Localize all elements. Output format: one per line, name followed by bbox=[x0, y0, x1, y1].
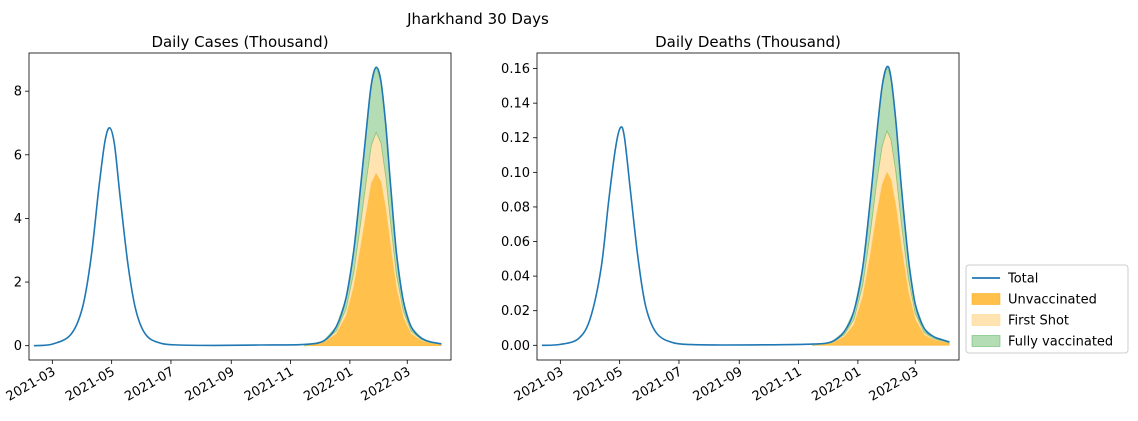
legend-label-unvaccinated: Unvaccinated bbox=[1008, 293, 1097, 308]
cases-xtick-label: 2021-09 bbox=[183, 364, 238, 404]
deaths-xtick-label: 2021-07 bbox=[630, 364, 685, 404]
deaths-ytick-label: 0.08 bbox=[501, 200, 530, 215]
cases-xtick-label: 2022-01 bbox=[301, 364, 356, 404]
deaths-ytick-label: 0.12 bbox=[501, 131, 530, 146]
deaths-ytick-label: 0.04 bbox=[501, 270, 530, 285]
cases-ytick-label: 6 bbox=[14, 148, 22, 163]
legend-swatch-fully-vaccinated bbox=[971, 335, 1001, 347]
deaths-ytick-label: 0.06 bbox=[501, 235, 530, 250]
cases-ytick-label: 0 bbox=[14, 339, 22, 354]
legend-swatch-first-shot bbox=[971, 314, 1001, 326]
cases-xtick-label: 2021-03 bbox=[4, 364, 59, 404]
deaths-xtick-label: 2021-05 bbox=[571, 364, 626, 404]
deaths-xtick-label: 2021-09 bbox=[691, 364, 746, 404]
figure-title: Jharkhand 30 Days bbox=[406, 10, 549, 28]
deaths-chart-title: Daily Deaths (Thousand) bbox=[655, 33, 841, 51]
legend-label-total: Total bbox=[1007, 272, 1038, 287]
cases-area-unvaccinated bbox=[304, 172, 442, 347]
cases-xtick-label: 2022-03 bbox=[359, 364, 414, 404]
cases-ytick-label: 2 bbox=[14, 276, 22, 291]
deaths-ytick-label: 0.14 bbox=[501, 97, 530, 112]
legend: Total Unvaccinated First Shot Fully vaccina… bbox=[965, 264, 1129, 354]
cases-ytick-label: 4 bbox=[14, 212, 22, 227]
cases-xtick-label: 2021-11 bbox=[242, 364, 297, 404]
legend-swatch-unvaccinated bbox=[971, 293, 1001, 305]
legend-box bbox=[965, 264, 1129, 354]
deaths-ytick-label: 0.10 bbox=[501, 166, 530, 181]
deaths-xtick-label: 2022-01 bbox=[809, 364, 864, 404]
deaths-ytick-label: 0.16 bbox=[501, 62, 530, 77]
cases-chart-title: Daily Cases (Thousand) bbox=[151, 33, 328, 51]
cases-axes-frame bbox=[28, 52, 452, 361]
legend-label-first-shot: First Shot bbox=[1008, 314, 1069, 329]
deaths-axes-frame bbox=[536, 52, 960, 361]
deaths-ytick-label: 0.02 bbox=[501, 304, 530, 319]
cases-xtick-label: 2021-07 bbox=[122, 364, 177, 404]
deaths-xtick-label: 2021-03 bbox=[512, 364, 567, 404]
cases-total-line bbox=[33, 66, 442, 347]
deaths-xtick-label: 2021-11 bbox=[750, 364, 805, 404]
cases-xtick-label: 2021-05 bbox=[63, 364, 118, 404]
daily-deaths-chart: Daily Deaths (Thousand) 0.00 0.02 0.04 0.06 0… bbox=[501, 33, 960, 405]
deaths-area-unvaccinated bbox=[812, 171, 950, 346]
deaths-xtick-label: 2022-03 bbox=[867, 364, 922, 404]
cases-ytick-label: 8 bbox=[14, 85, 22, 100]
deaths-total-line bbox=[541, 65, 950, 347]
deaths-ytick-label: 0.00 bbox=[501, 339, 530, 354]
legend-label-fully-vaccinated: Fully vaccinated bbox=[1008, 335, 1113, 350]
